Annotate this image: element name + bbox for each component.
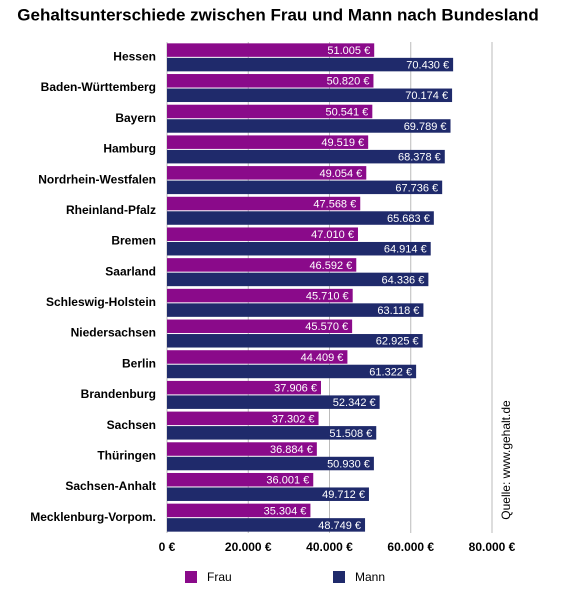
y-tick-label: Baden-Württemberg (41, 80, 156, 94)
bar (167, 88, 453, 103)
bar (167, 227, 358, 241)
bar (167, 180, 443, 195)
bar (167, 149, 445, 164)
bar (167, 334, 423, 348)
value-label: 63.118 € (377, 305, 419, 317)
value-label: 35.304 € (264, 505, 307, 517)
legend-swatch (333, 571, 345, 583)
bar (167, 518, 366, 532)
value-label: 70.430 € (406, 60, 449, 72)
bar (167, 364, 417, 379)
legend-swatch (185, 571, 197, 583)
value-label: 45.570 € (305, 321, 348, 333)
value-label: 36.001 € (266, 475, 309, 487)
y-tick-label: Bayern (115, 111, 156, 125)
value-label: 37.302 € (272, 413, 315, 425)
value-label: 68.378 € (398, 152, 441, 164)
bar (167, 303, 424, 317)
value-label: 49.712 € (322, 489, 365, 501)
x-tick-label: 20.000 € (225, 540, 272, 554)
bar (167, 241, 431, 256)
bar (167, 119, 451, 133)
value-label: 44.409 € (301, 352, 344, 364)
bar (167, 196, 361, 211)
y-tick-label: Sachsen (107, 418, 156, 432)
source-note: Quelle: www.gehalt.de (499, 400, 513, 520)
x-tick-label: 60.000 € (387, 540, 434, 554)
value-label: 61.322 € (369, 366, 412, 378)
value-label: 45.710 € (306, 291, 349, 303)
bar (167, 350, 348, 364)
bar (167, 166, 367, 180)
value-label: 52.342 € (333, 397, 376, 409)
y-tick-label: Thüringen (97, 448, 156, 462)
value-label: 64.914 € (384, 244, 427, 256)
bar (167, 487, 369, 501)
x-tick-label: 0 € (159, 540, 176, 554)
bar (167, 288, 353, 303)
chart-title: Gehaltsunterschiede zwischen Frau und Ma… (17, 5, 538, 24)
value-label: 50.820 € (327, 76, 370, 88)
y-tick-label: Hessen (113, 50, 156, 64)
x-tick-label: 40.000 € (306, 540, 353, 554)
value-label: 67.736 € (395, 182, 438, 194)
y-tick-label: Sachsen-Anhalt (65, 479, 156, 493)
value-label: 62.925 € (376, 336, 419, 348)
y-tick-label: Mecklenburg-Vorpom. (30, 510, 156, 524)
value-label: 69.789 € (404, 121, 447, 133)
x-tick-label: 80.000 € (469, 540, 516, 554)
bar (167, 57, 454, 72)
bar (167, 135, 369, 149)
y-tick-label: Rheinland-Pfalz (66, 203, 156, 217)
value-label: 65.683 € (387, 213, 430, 225)
bar (167, 319, 353, 334)
bar (167, 395, 380, 409)
y-tick-label: Bremen (111, 234, 156, 248)
bar (167, 43, 375, 57)
value-label: 47.010 € (311, 229, 354, 241)
bar (167, 503, 311, 518)
bar (167, 411, 319, 426)
bar (167, 426, 377, 440)
y-tick-label: Niedersachsen (71, 326, 156, 340)
y-tick-label: Hamburg (103, 142, 156, 156)
value-label: 49.054 € (319, 168, 362, 180)
y-tick-label: Saarland (105, 264, 156, 278)
bar (167, 472, 314, 487)
bar (167, 380, 321, 395)
bar (167, 442, 317, 456)
value-label: 51.005 € (327, 45, 370, 57)
y-tick-label: Nordrhein-Westfalen (38, 172, 156, 186)
value-label: 37.906 € (274, 383, 317, 395)
legend-label: Frau (207, 570, 232, 584)
y-tick-label: Schleswig-Holstein (46, 295, 156, 309)
value-label: 49.519 € (321, 137, 364, 149)
value-label: 50.541 € (325, 106, 368, 118)
value-label: 47.568 € (313, 198, 356, 210)
bar (167, 272, 429, 287)
bar (167, 211, 434, 225)
value-label: 70.174 € (405, 90, 448, 102)
value-label: 50.930 € (327, 458, 370, 470)
y-tick-label: Berlin (122, 356, 156, 370)
legend-label: Mann (355, 570, 385, 584)
value-label: 51.508 € (329, 428, 372, 440)
y-tick-label: Brandenburg (81, 387, 156, 401)
value-label: 36.884 € (270, 444, 313, 456)
bar (167, 456, 374, 471)
value-label: 48.749 € (318, 520, 361, 532)
bar (167, 104, 373, 119)
value-label: 64.336 € (382, 274, 425, 286)
bar (167, 74, 374, 88)
value-label: 46.592 € (309, 260, 352, 272)
bar (167, 258, 357, 272)
